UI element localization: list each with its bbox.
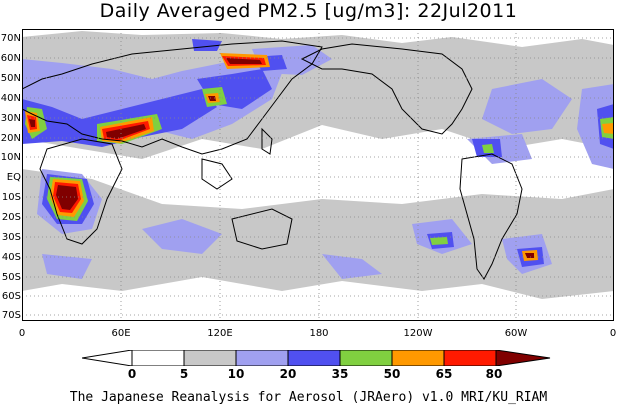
- lon-label: 60E: [111, 328, 131, 339]
- pm25-map: [22, 29, 614, 321]
- lat-label: 40N: [0, 93, 21, 104]
- lat-label: 30N: [0, 113, 21, 124]
- pm-layer-80-plus: [29, 58, 534, 258]
- colorbar-segment: [443, 350, 497, 366]
- lat-label: 20N: [0, 133, 21, 144]
- colorbar-min-arrow: [82, 350, 133, 366]
- lon-label: 180: [309, 328, 329, 339]
- lat-label: 60S: [1, 291, 21, 302]
- colorbar-label: 10: [227, 367, 245, 381]
- lat-label: 70S: [1, 310, 21, 321]
- lon-label: 120E: [207, 328, 233, 339]
- colorbar-segment: [131, 350, 185, 366]
- colorbar-segment: [391, 350, 445, 366]
- coastlines: [22, 40, 523, 280]
- lat-label: 50N: [0, 73, 21, 84]
- colorbar-label: 5: [179, 367, 189, 381]
- colorbar: [82, 350, 551, 366]
- colorbar-segment: [287, 350, 341, 366]
- lon-label: 0: [609, 328, 617, 339]
- lat-label: 60N: [0, 53, 21, 64]
- map-frame: [22, 29, 614, 321]
- colorbar-segment: [235, 350, 289, 366]
- lat-label: 10S: [1, 192, 21, 203]
- colorbar-label: 50: [383, 367, 401, 381]
- lat-label: EQ: [6, 172, 21, 183]
- lat-label: 20S: [1, 212, 21, 223]
- colorbar-label: 35: [331, 367, 349, 381]
- lat-label: 50S: [1, 272, 21, 283]
- colorbar-segment: [339, 350, 393, 366]
- colorbar-label: 80: [485, 367, 503, 381]
- colorbar-max-arrow: [495, 350, 551, 366]
- lat-label: 70N: [0, 33, 21, 44]
- colorbar-label: 0: [127, 367, 137, 381]
- colorbar-label: 20: [279, 367, 297, 381]
- lat-label: 30S: [1, 232, 21, 243]
- lat-label: 10N: [0, 152, 21, 163]
- lon-label: 0: [18, 328, 26, 339]
- colorbar-label: 65: [435, 367, 453, 381]
- lon-label: 60W: [504, 328, 528, 339]
- colorbar-segment: [183, 350, 237, 366]
- lat-label: 40S: [1, 252, 21, 263]
- footer-credit: The Japanese Reanalysis for Aerosol (JRA…: [69, 390, 548, 405]
- graticule: [22, 29, 614, 321]
- lon-label: 120W: [403, 328, 433, 339]
- map-title: Daily Averaged PM2.5 [ug/m3]: 22Jul2011: [99, 0, 518, 22]
